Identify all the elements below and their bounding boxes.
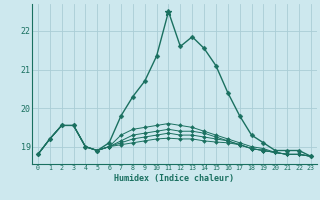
- X-axis label: Humidex (Indice chaleur): Humidex (Indice chaleur): [115, 174, 234, 183]
